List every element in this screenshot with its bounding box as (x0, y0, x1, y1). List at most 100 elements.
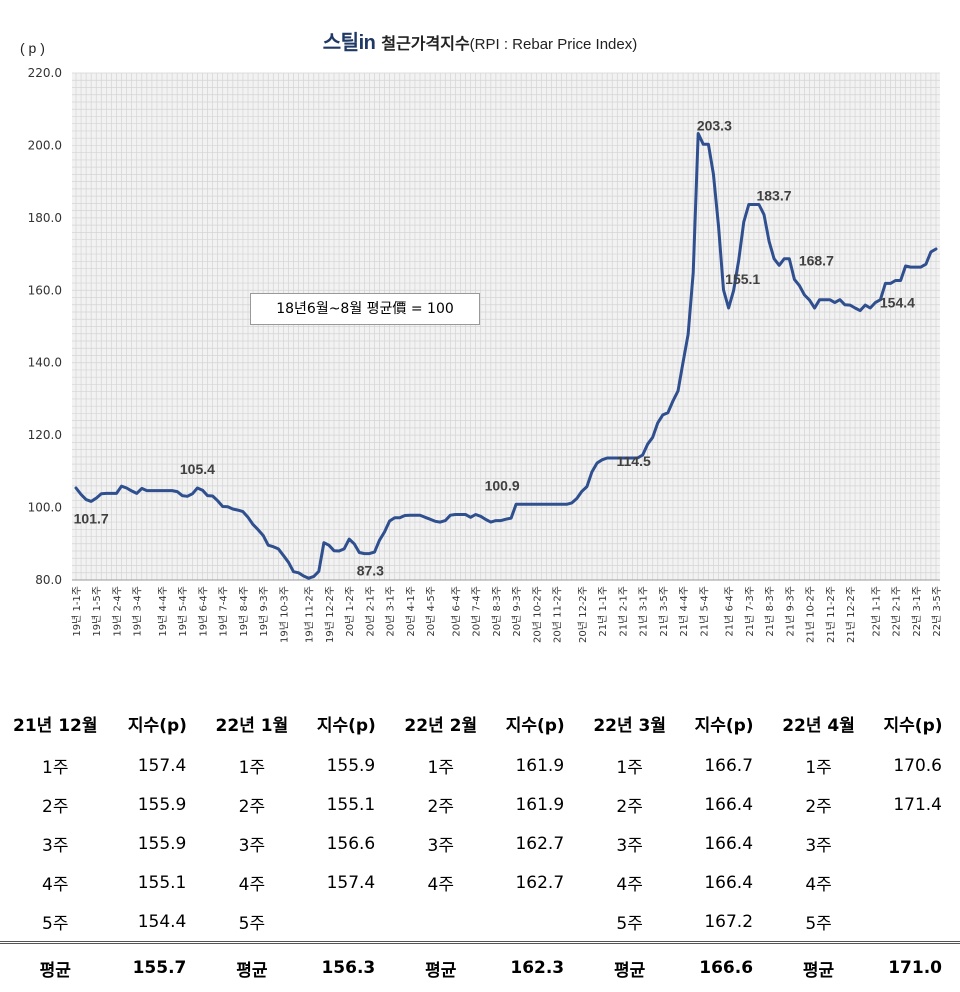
index-cell: 155.1 (111, 863, 205, 902)
x-tick-label: 20년 8-3주 (491, 586, 503, 637)
x-tick-label: 22년 1-1주 (870, 586, 882, 637)
index-cell: 155.1 (299, 785, 393, 824)
week-cell: 3주 (0, 824, 111, 863)
week-cell: 3주 (393, 824, 488, 863)
month-header: 22년 2월 (393, 700, 488, 746)
index-cell: 162.7 (488, 863, 582, 902)
average-value: 166.6 (677, 943, 771, 992)
y-tick-label: 80.0 (35, 573, 62, 587)
line-chart: 80.0100.0120.0140.0160.0180.0200.0220.01… (0, 0, 960, 690)
week-cell: 1주 (582, 746, 677, 785)
x-tick-label: 19년 10-3주 (278, 586, 290, 643)
month-header: 21년 12월 (0, 700, 111, 746)
index-cell: 155.9 (299, 746, 393, 785)
index-cell: 166.4 (677, 785, 771, 824)
week-cell: 5주 (582, 902, 677, 943)
data-label: 203.3 (697, 117, 732, 133)
index-cell (866, 863, 960, 902)
y-tick-label: 200.0 (28, 138, 62, 152)
x-tick-label: 21년 11-2주 (825, 586, 837, 643)
x-tick-label: 19년 6-4주 (197, 586, 209, 637)
month-header: 22년 1월 (204, 700, 299, 746)
x-tick-label: 21년 12-2주 (845, 586, 857, 643)
index-header: 지수(p) (677, 700, 771, 746)
x-tick-label: 20년 3-1주 (385, 586, 397, 637)
week-cell: 4주 (393, 863, 488, 902)
average-value: 171.0 (866, 943, 960, 992)
x-tick-label: 19년 1-5주 (91, 586, 103, 637)
week-cell: 3주 (582, 824, 677, 863)
y-tick-label: 100.0 (28, 501, 62, 515)
x-tick-label: 22년 3-1주 (911, 586, 923, 637)
index-cell: 155.9 (111, 785, 205, 824)
index-cell (866, 824, 960, 863)
week-cell: 2주 (0, 785, 111, 824)
week-cell: 1주 (0, 746, 111, 785)
index-cell: 167.2 (677, 902, 771, 943)
week-cell: 2주 (771, 785, 866, 824)
index-cell (488, 902, 582, 943)
x-tick-label: 19년 5-4주 (177, 586, 189, 637)
x-tick-label: 19년 4-4주 (157, 586, 169, 637)
week-cell: 2주 (582, 785, 677, 824)
index-header: 지수(p) (111, 700, 205, 746)
index-cell: 171.4 (866, 785, 960, 824)
average-label: 평균 (0, 943, 111, 992)
x-tick-label: 21년 6-4주 (724, 586, 736, 637)
x-tick-label: 20년 12-2주 (577, 586, 589, 643)
x-tick-label: 21년 4-4주 (678, 586, 690, 637)
x-tick-label: 21년 3-1주 (638, 586, 650, 637)
x-tick-label: 19년 1-1주 (71, 586, 83, 637)
x-tick-label: 22년 3-5주 (931, 586, 943, 637)
index-cell: 157.4 (111, 746, 205, 785)
index-cell: 166.7 (677, 746, 771, 785)
week-cell: 2주 (393, 785, 488, 824)
data-label: 114.5 (617, 453, 651, 469)
week-cell: 4주 (771, 863, 866, 902)
week-cell: 1주 (771, 746, 866, 785)
average-value: 162.3 (488, 943, 582, 992)
data-label: 87.3 (357, 563, 384, 579)
x-tick-label: 19년 9-3주 (258, 586, 270, 637)
x-tick-label: 21년 8-3주 (764, 586, 776, 637)
data-label: 154.4 (880, 294, 915, 310)
index-header: 지수(p) (866, 700, 960, 746)
data-label: 155.1 (725, 271, 760, 287)
x-tick-label: 20년 9-3주 (511, 586, 523, 637)
index-cell (299, 902, 393, 943)
index-cell: 162.7 (488, 824, 582, 863)
week-cell: 2주 (204, 785, 299, 824)
x-tick-label: 20년 10-2주 (531, 586, 543, 643)
x-tick-label: 19년 12-2주 (324, 586, 336, 643)
index-cell (866, 902, 960, 943)
x-tick-label: 21년 2-1주 (617, 586, 629, 637)
data-label: 101.7 (74, 510, 109, 526)
index-cell: 161.9 (488, 746, 582, 785)
x-tick-label: 21년 5-4주 (698, 586, 710, 637)
index-cell: 154.4 (111, 902, 205, 943)
y-tick-label: 160.0 (28, 283, 62, 297)
x-tick-label: 21년 9-3주 (784, 586, 796, 637)
month-header: 22년 3월 (582, 700, 677, 746)
y-tick-label: 220.0 (28, 66, 62, 80)
x-tick-label: 20년 6-4주 (450, 586, 462, 637)
average-value: 156.3 (299, 943, 393, 992)
x-tick-label: 20년 4-5주 (425, 586, 437, 637)
x-tick-label: 20년 4-1주 (405, 586, 417, 637)
week-cell: 4주 (0, 863, 111, 902)
week-cell: 4주 (204, 863, 299, 902)
data-label: 100.9 (485, 477, 520, 493)
y-tick-label: 140.0 (28, 356, 62, 370)
x-tick-label: 19년 3-4주 (132, 586, 144, 637)
index-cell: 166.4 (677, 824, 771, 863)
data-label: 171.4 (950, 0, 960, 4)
x-tick-label: 19년 11-2주 (304, 586, 316, 643)
average-value: 155.7 (111, 943, 205, 992)
